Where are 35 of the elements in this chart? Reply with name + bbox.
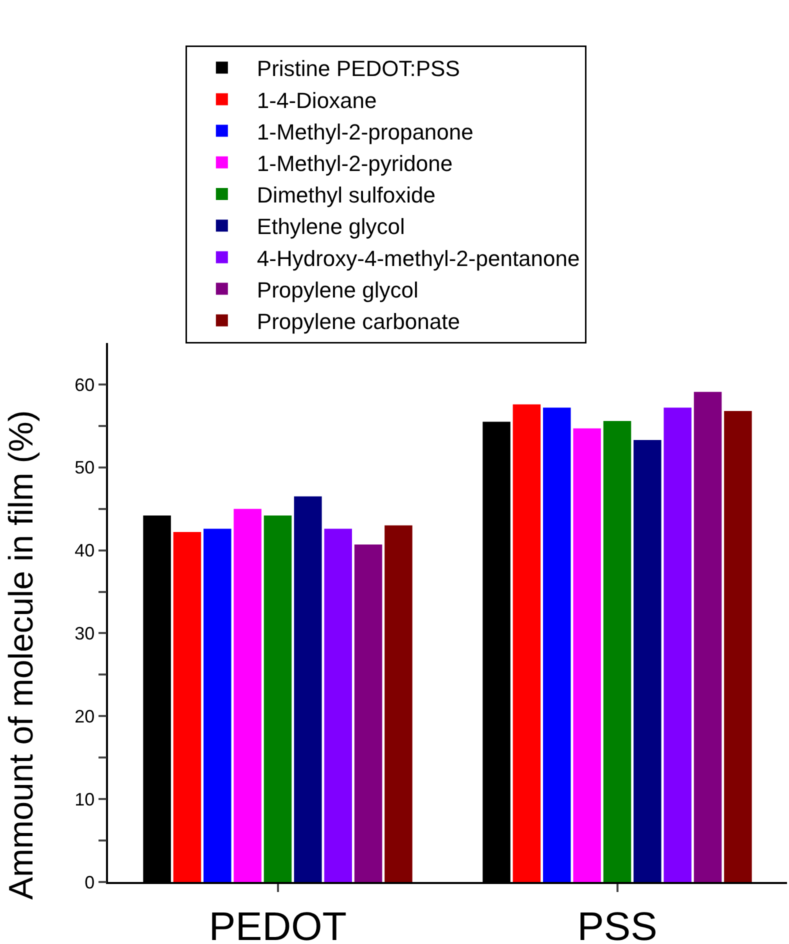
bar xyxy=(234,508,262,882)
y-tick-label: 50 xyxy=(74,458,95,478)
y-tick-label: 20 xyxy=(74,706,95,726)
bar xyxy=(512,404,541,882)
legend-label: Dimethyl sulfoxide xyxy=(256,182,436,208)
bar xyxy=(694,392,722,882)
legend-label: Propylene glycol xyxy=(256,277,418,302)
bar xyxy=(384,525,412,882)
bar xyxy=(204,528,232,882)
legend-label: 1-Methyl-2-propanone xyxy=(256,119,474,144)
legend-label: 1-Methyl-2-pyridone xyxy=(256,150,453,176)
bar xyxy=(724,411,752,882)
legend-label: Ethylene glycol xyxy=(256,214,405,240)
bar xyxy=(264,515,292,882)
y-tick-label: 40 xyxy=(74,540,95,561)
y-tick-label: 0 xyxy=(84,872,95,892)
y-tick-label: 10 xyxy=(74,789,95,810)
bar xyxy=(664,408,692,882)
bar xyxy=(543,408,571,882)
legend-label: Pristine PEDOT:PSS xyxy=(256,56,460,82)
bar xyxy=(573,428,601,882)
x-tick-label: PEDOT xyxy=(208,904,347,944)
bar xyxy=(324,528,352,882)
x-tick-label: PSS xyxy=(577,904,658,944)
bar xyxy=(634,440,662,882)
legend-label: 1-4-Dioxane xyxy=(256,88,377,113)
y-tick-label: 60 xyxy=(74,374,95,395)
bar xyxy=(173,532,202,882)
y-tick-label: 30 xyxy=(74,624,95,644)
legend-label: 4-Hydroxy-4-methyl-2-pentanone xyxy=(256,246,580,271)
bar xyxy=(354,544,382,882)
bar xyxy=(603,420,632,882)
legend-label: Propylene carbonate xyxy=(256,308,460,334)
bar xyxy=(294,496,322,882)
y-axis-title: Ammount of molecule in film (%) xyxy=(2,410,40,900)
